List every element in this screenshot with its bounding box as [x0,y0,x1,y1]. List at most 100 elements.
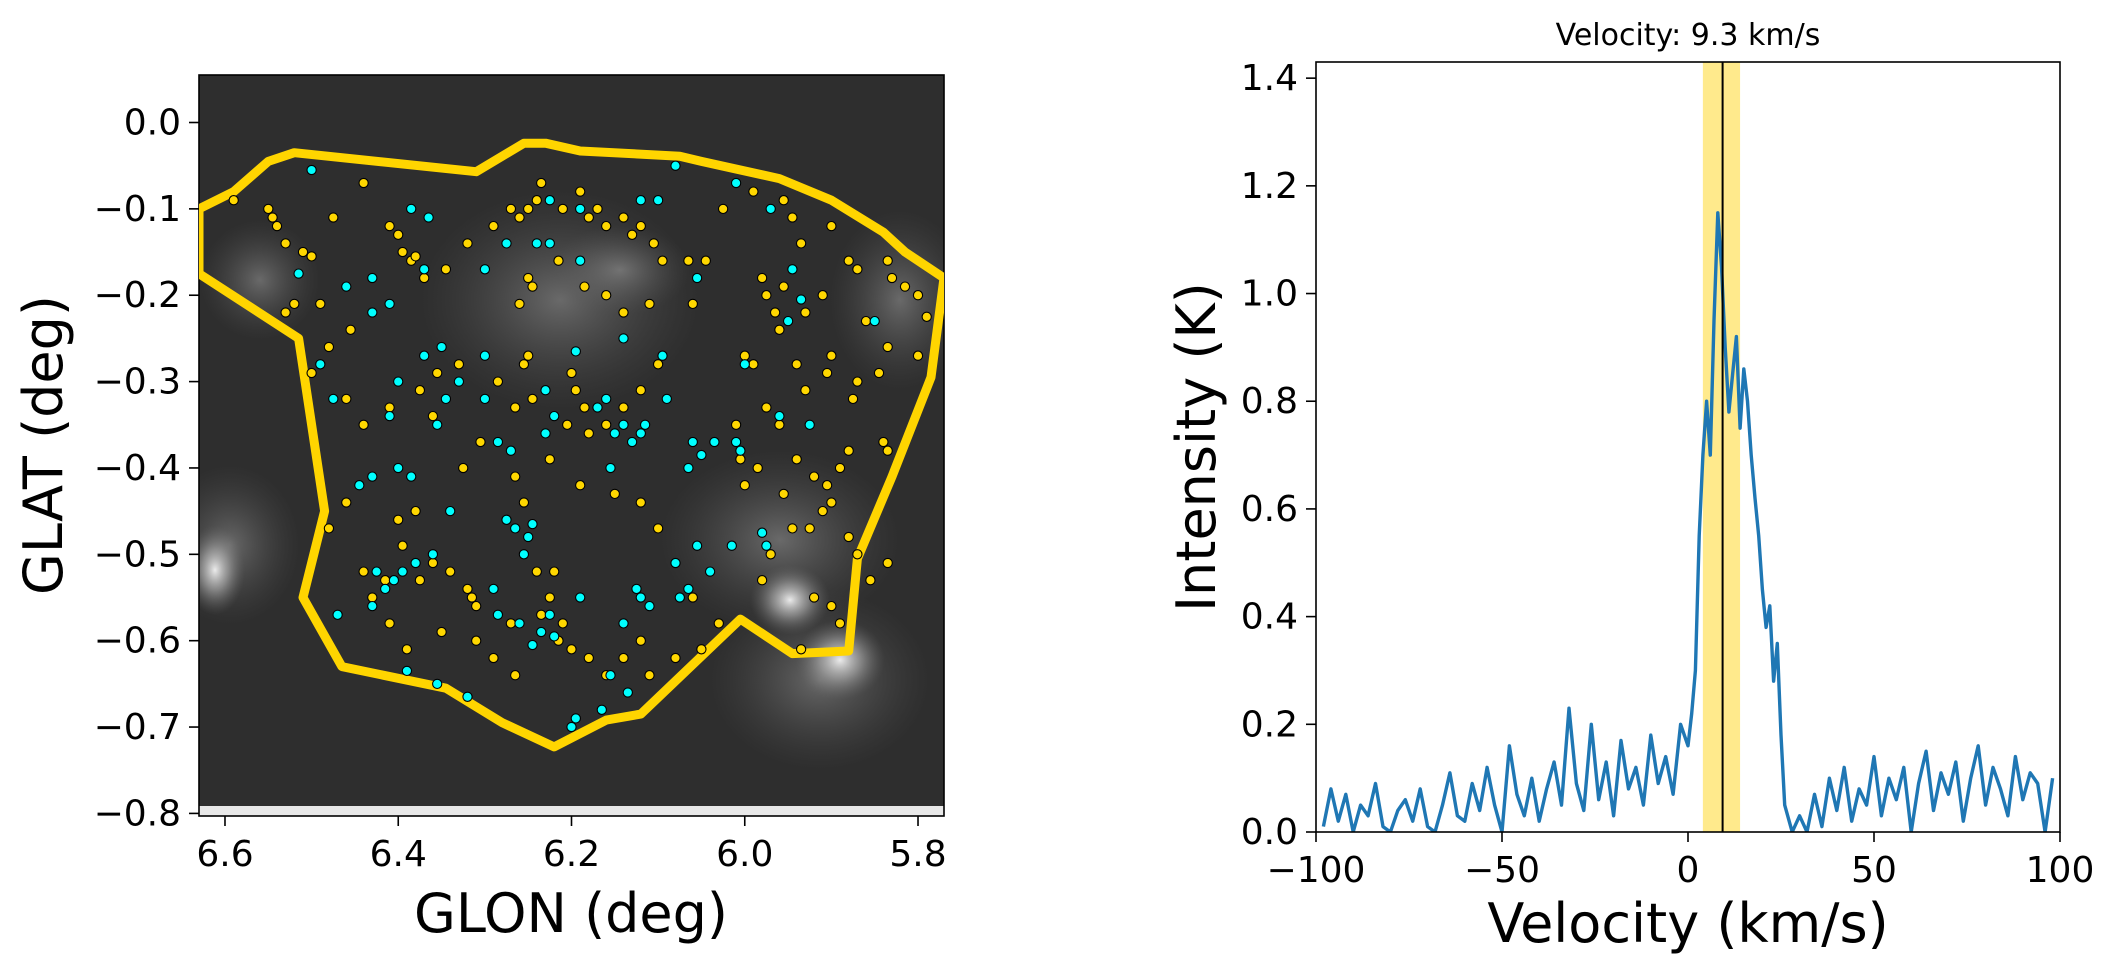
source-point-cyan [531,238,542,249]
source-point-cyan [618,419,629,430]
source-point-yellow [843,531,854,543]
source-point-yellow [462,583,473,595]
source-point-cyan [367,307,378,318]
source-point-yellow [626,229,638,240]
source-point-yellow [514,298,525,310]
source-point-yellow [583,428,594,439]
source-point-yellow [847,393,859,405]
source-point-yellow [323,523,335,534]
source-point-yellow [795,644,807,655]
source-point-yellow [544,454,555,465]
map-y-tick-label: −0.3 [94,362,181,403]
source-point-cyan [726,540,737,551]
source-point-cyan [523,531,534,543]
map-x-axis-label: GLON (deg) [414,882,728,945]
source-point-yellow [345,324,356,335]
source-point-cyan [367,471,378,482]
source-point-yellow [414,385,426,396]
source-point-yellow [821,480,833,491]
source-point-cyan [388,575,400,586]
source-point-cyan [544,609,555,620]
source-point-cyan [462,691,473,702]
source-point-yellow [618,212,629,223]
map-y-ticks: 0.0 −0.1 −0.2 −0.3 −0.4 −0.5 −0.6 −0.7 −0.8 [94,103,199,834]
source-point-cyan [544,195,555,206]
source-point-yellow [514,212,525,223]
source-point-cyan [432,678,443,690]
source-point-yellow [774,324,785,335]
source-point-yellow [427,557,439,569]
map-y-tick-label: −0.4 [94,448,181,489]
source-point-cyan [384,298,395,310]
source-point-yellow [834,462,846,474]
source-point-cyan [549,410,560,422]
source-point-cyan [575,592,586,603]
source-point-yellow [873,367,885,379]
source-point-yellow [817,290,828,301]
source-point-cyan [782,315,794,327]
source-point-yellow [358,177,369,189]
source-point-yellow [471,600,482,612]
spectrum-x-axis-label: Velocity (km/s) [1487,892,1888,955]
source-point-yellow [289,298,300,310]
source-point-yellow [852,264,863,275]
source-point-cyan [293,268,304,279]
source-point-yellow [267,212,278,223]
spectrum-y-tick-label: 0.4 [1241,597,1298,638]
source-point-yellow [761,402,772,413]
source-point-yellow [471,635,482,646]
source-point-yellow [579,402,590,413]
map-y-tick-label: −0.5 [94,534,181,575]
source-point-yellow [397,246,408,258]
source-point-cyan [393,462,404,474]
source-point-yellow [609,488,620,500]
source-point-yellow [778,195,789,206]
source-point-yellow [882,341,893,353]
source-point-yellow [843,445,854,456]
source-point-yellow [899,281,911,292]
source-point-yellow [341,393,352,405]
source-point-cyan [730,177,742,189]
source-point-cyan [631,583,642,595]
source-point-yellow [427,410,439,422]
source-point-yellow [462,238,473,249]
source-point-yellow [852,376,863,387]
source-point-yellow [778,488,789,500]
source-point-cyan [761,540,772,551]
source-point-yellow [531,566,542,577]
source-point-yellow [787,212,798,223]
source-point-yellow [570,385,581,396]
source-point-yellow [531,195,542,206]
source-point-yellow [341,497,352,508]
map-x-tick-label: 6.2 [543,834,600,875]
source-point-yellow [393,514,404,525]
source-point-cyan [635,428,646,439]
source-point-cyan [380,583,391,595]
source-point-yellow [912,290,924,301]
source-point-yellow [527,281,538,292]
source-point-cyan [427,549,439,560]
source-point-yellow [458,462,469,474]
source-point-cyan [505,445,517,456]
source-point-yellow [575,480,586,491]
source-point-yellow [583,212,594,223]
source-point-yellow [648,238,659,249]
source-point-cyan [765,203,776,215]
source-point-yellow [826,350,837,361]
spectrum-y-tick-label: 0.6 [1241,489,1298,530]
source-point-yellow [445,566,456,577]
source-point-cyan [635,592,646,603]
source-point-cyan [488,583,499,595]
source-point-yellow [826,220,837,232]
source-point-yellow [384,220,395,232]
source-point-cyan [518,549,530,560]
source-point-yellow [566,367,577,379]
source-point-yellow [397,540,408,551]
source-point-yellow [860,315,872,327]
source-point-yellow [670,652,681,664]
source-point-yellow [618,307,629,318]
source-point-yellow [800,385,811,396]
source-point-cyan [635,195,646,206]
source-point-cyan [436,341,447,353]
